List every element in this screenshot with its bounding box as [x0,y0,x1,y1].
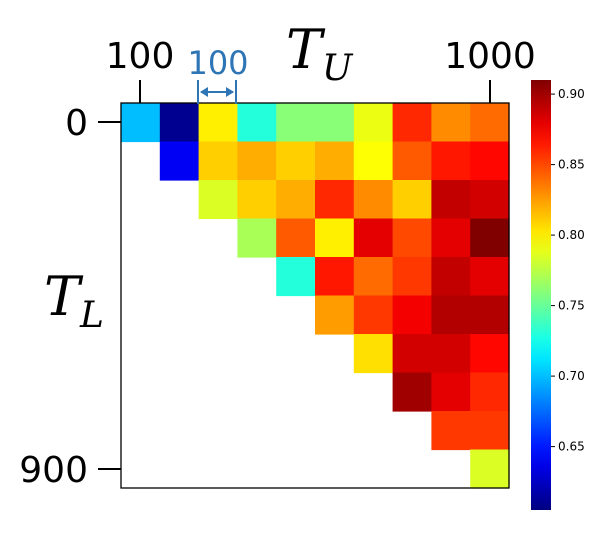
heatmap-cell [470,449,510,489]
heatmap-cell [470,411,510,451]
heatmap-cell [431,334,471,374]
y-tick-label-0: 0 [65,103,88,144]
heatmap-cell [353,180,394,220]
heatmap-cell [470,141,510,181]
heatmap-cell [431,141,471,181]
heatmap-cell [315,257,355,297]
colorbar-tick-label: 0.85 [558,158,585,172]
heatmap-cell [392,141,432,181]
heatmap-cell [159,141,200,181]
heatmap-cell [470,103,510,143]
step-annotation-left-arrowhead [200,87,208,97]
heatmap-cell [276,257,316,297]
heatmap-cell [121,103,161,143]
heatmap-cell [392,334,432,374]
heatmap-cell [315,141,355,181]
x-tick-label-1000: 1000 [444,36,536,77]
heatmap-cell [392,103,432,143]
step-annotation-right-arrowhead [226,87,234,97]
colorbar [531,80,551,510]
heatmap-cell [470,218,510,258]
heatmap-cell [431,372,471,412]
heatmap-cell [470,257,510,297]
heatmap-cell [392,218,432,258]
heatmap-cell [237,180,277,220]
colorbar-tick-label: 0.65 [558,440,585,454]
x-tick-label-100: 100 [106,36,175,77]
heatmap-cell [276,141,316,181]
heatmap-cell [353,103,394,143]
heatmap-cell [431,257,471,297]
plot-frame [120,102,510,489]
heatmap-cell [315,295,355,335]
heatmap-cell [431,411,471,451]
colorbar-tick-label: 0.75 [558,299,585,313]
heatmap-cell [353,218,394,258]
heatmap-cell [276,180,316,220]
heatmap-cell [392,257,432,297]
heatmap-cell [198,103,238,143]
heatmap-cell [237,103,277,143]
heatmap-cell [276,103,316,143]
heatmap-cell [198,141,238,181]
heatmap-cell [353,334,394,374]
heatmap-cell [237,218,277,258]
heatmap-cell [392,372,432,412]
colorbar-tick-label: 0.70 [558,369,585,383]
step-annotation: 100 [187,44,249,104]
heatmap-cell [431,295,471,335]
heatmap-cell [470,180,510,220]
heatmap-cell [392,295,432,335]
heatmap-cell [431,180,471,220]
heatmap-cell [159,103,200,143]
heatmap-cell [198,180,238,220]
x-axis-title: TU [286,18,354,89]
heatmap-cell [431,218,471,258]
heatmap-cell [392,180,432,220]
step-annotation-label: 100 [187,44,248,82]
heatmap-cell [470,372,510,412]
heatmap-cell [353,141,394,181]
y-tick-label-900: 900 [19,450,88,491]
heatmap-cells [121,103,510,489]
heatmap-cell [315,103,355,143]
heatmap-cell [237,141,277,181]
heatmap-cell [276,218,316,258]
colorbar-tick-label: 0.90 [558,87,585,101]
heatmap-cell [431,103,471,143]
heatmap-cell [470,295,510,335]
heatmap-cell [353,295,394,335]
heatmap-cell [470,334,510,374]
colorbar-ticks: 0.65 0.70 0.75 0.80 0.85 0.90 [551,87,585,454]
heatmap-cell [315,180,355,220]
heatmap-cell [315,218,355,258]
y-axis-title: TL [44,265,104,336]
colorbar-tick-label: 0.80 [558,228,585,242]
heatmap-cell [353,257,394,297]
